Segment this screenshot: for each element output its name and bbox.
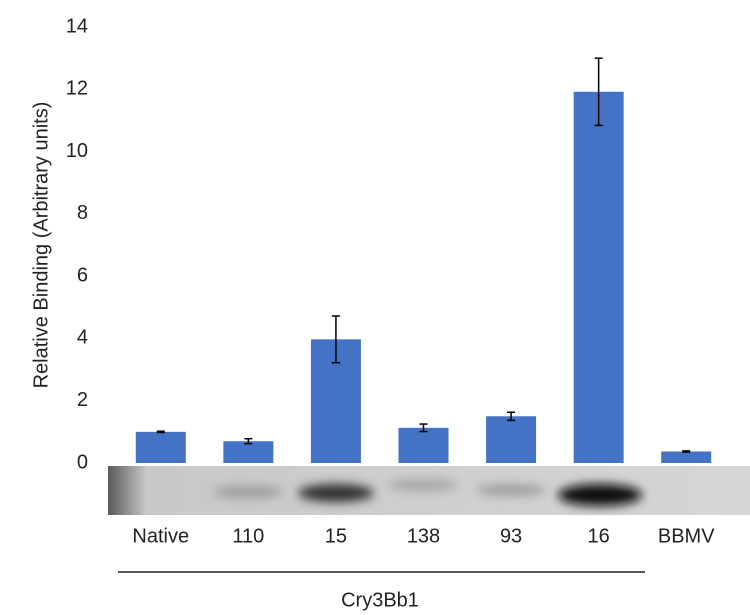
x-tick-label: 16 <box>588 525 610 547</box>
error-bar <box>682 450 691 453</box>
bar <box>398 427 449 463</box>
x-tick-label: 138 <box>407 525 440 547</box>
x-tick-label: Native <box>132 525 189 547</box>
y-tick-label: 8 <box>77 202 88 224</box>
bar <box>661 451 712 463</box>
bar <box>223 441 274 463</box>
gel-image <box>108 466 750 515</box>
error-bar <box>419 423 428 433</box>
y-tick-label: 12 <box>66 78 88 100</box>
y-tick-label: 6 <box>77 264 88 286</box>
error-bar <box>156 430 165 434</box>
x-tick-label: 93 <box>500 525 522 547</box>
error-bar <box>244 437 253 445</box>
x-tick-label: 15 <box>325 525 347 547</box>
y-tick-label: 14 <box>66 15 88 37</box>
y-tick-label: 4 <box>77 327 88 349</box>
x-axis-title: Cry3Bb1 <box>341 589 419 611</box>
x-tick-label: BBMV <box>658 525 715 547</box>
x-tick-label: 110 <box>232 525 264 547</box>
y-axis-title: Relative Binding (Arbitrary units) <box>30 102 52 389</box>
error-bar <box>507 411 516 422</box>
bar <box>573 91 624 463</box>
y-tick-label: 2 <box>77 389 88 411</box>
error-bar <box>594 57 603 127</box>
bar <box>486 416 537 463</box>
bar <box>135 431 186 463</box>
y-tick-label: 10 <box>66 140 88 162</box>
y-tick-label: 0 <box>77 451 88 473</box>
error-bar <box>331 315 340 364</box>
